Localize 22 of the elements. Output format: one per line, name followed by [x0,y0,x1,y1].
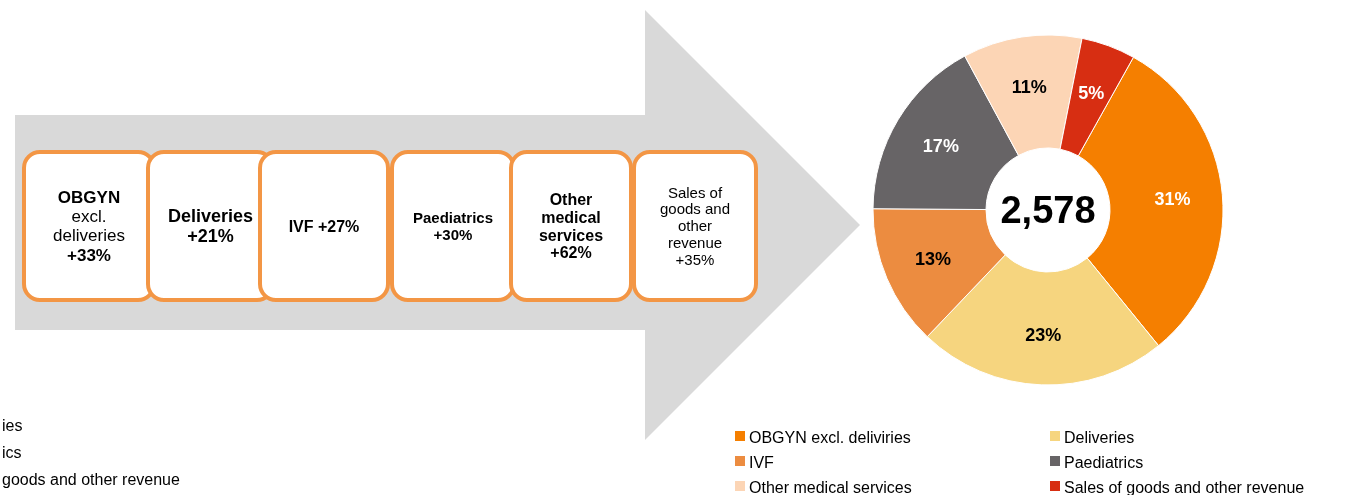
legend-label: Deliveries [1064,428,1135,446]
text: Sales of goods and other revenue +35% [659,183,731,268]
legend-label: Paediatrics [1064,453,1144,471]
text: goods and other revenue [2,470,181,488]
legend-label: IVF [749,453,775,471]
data-label: 17% [922,135,959,156]
text: ies [2,416,23,434]
legend-label: Sales of goods and other revenue [1064,478,1305,495]
text: OBGYN excl. deliveries +33% [53,188,125,265]
text: 2,578 [1000,189,1096,232]
data-label: 23% [1025,325,1062,346]
data-label: 13% [914,249,951,270]
text: Other medical services +62% [538,190,604,262]
text: Paediatrics +30% [412,208,494,243]
text: IVF +27% [288,217,360,235]
data-label: 31% [1154,189,1191,210]
legend-label: Other medical services [749,478,912,495]
data-label: 11% [1011,76,1047,97]
text: Deliveries +21% [167,206,254,247]
text: ics [2,443,22,461]
legend-label: OBGYN excl. deliviries [749,428,911,446]
data-label: 5% [1078,83,1105,103]
